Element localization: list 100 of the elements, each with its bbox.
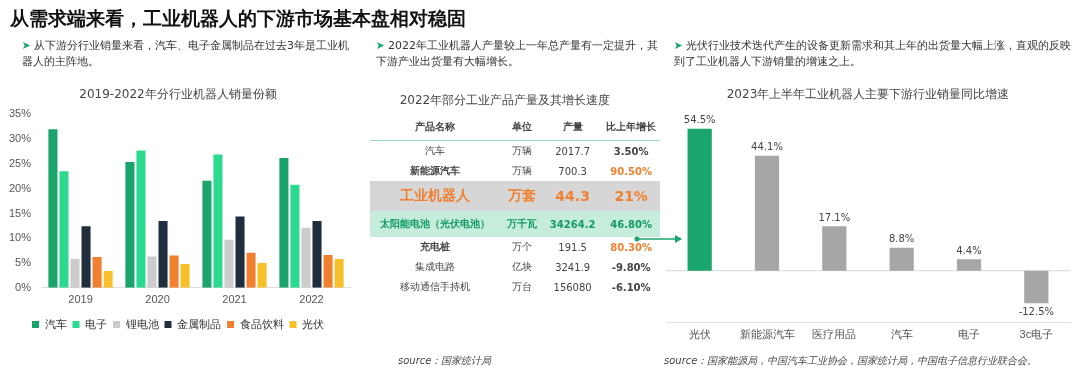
bar [213,154,223,288]
y-tick-label: 20% [8,181,32,194]
text: 万个 [510,240,533,254]
text: 44.3 [554,187,591,206]
data-label: -12.5% [1018,305,1055,317]
text: 万套 [506,186,537,205]
text: 万辆 [510,164,533,178]
text: -6.10% [610,280,652,295]
bar [257,263,267,288]
text: 156080 [552,280,593,295]
legend-label: 电子 [85,317,107,330]
legend-label: 锂电池 [124,317,159,330]
bar [235,216,245,288]
source-note: source：国家能源局，中国汽车工业协会，国家统计局，中国电子信息行业联合会。 [664,354,1038,368]
text: 万台 [510,280,533,294]
x-tick-label: 光伏 [688,328,711,341]
bar [147,256,157,288]
text: 比上年增长 [602,114,660,141]
data-label: 44.1% [751,141,783,153]
bar [202,180,212,288]
bar [136,150,146,288]
bar [754,155,780,271]
text: 2017.7 [554,144,592,159]
x-tick-label: 2019 [68,293,93,306]
x-tick-label: 新能源汽车 [739,328,795,341]
bar [180,264,190,288]
bar [158,220,168,288]
bar [956,259,982,271]
text: -9.80% [610,260,652,275]
text: 90.50% [609,164,653,179]
legend-label: 金属制品 [177,317,221,330]
bar [334,259,344,288]
y-tick-label: 30% [8,132,32,145]
data-label: 17.1% [818,211,851,223]
text: 从下游分行业销量来看，汽车、电子金属制品在过去3年是工业机器人的主阵地。 [22,38,350,70]
text: 亿块 [510,260,533,274]
text: 新能源汽车 [409,164,462,178]
legend-label: 食品饮料 [239,317,284,330]
text: 产量 [542,114,603,141]
bar [125,161,135,288]
bar [103,270,113,288]
bar [323,255,333,288]
bar [169,255,179,288]
bar [48,129,58,288]
text: 80.30% [609,240,653,255]
bar [81,226,91,288]
bar [889,247,914,271]
legend-label: 汽车 [44,317,67,330]
text: 34264.2 [548,217,597,232]
bar [59,171,69,288]
text: 2022年部分工业产品产量及其增长速度 [398,92,612,109]
text: 移动通信手持机 [399,280,472,294]
x-tick-label: 医疗用品 [812,328,857,341]
bar [279,158,289,288]
bar [224,239,234,288]
text: 万辆 [510,144,533,158]
x-tick-label: 2021 [222,293,247,306]
source-note: source：国家统计局 [398,354,492,368]
x-tick-label: 3c电子 [1019,328,1054,341]
bar [1024,270,1049,304]
text: 光伏行业技术迭代产生的设备更新需求和其上年的出货量大幅上涨，直观的反映到了工业机器人下游销量的增速之上。 [674,38,1072,70]
bar [687,128,712,271]
y-tick-label: 0% [15,280,32,293]
x-tick-label: 汽车 [890,328,913,341]
y-tick-label: 5% [15,256,32,269]
text: 2022年工业机器人产量较上一年总产量有一定提升，其下游产业出货量有大幅增长。 [376,38,659,70]
y-tick-label: 35% [8,107,32,120]
bar [92,257,102,288]
text: 太阳能电池（光伏电池） [379,217,492,231]
x-tick-label: 2022 [299,293,324,306]
chart-title: 2023年上半年工业机器人主要下游行业销量同比增速 [726,87,1010,102]
legend-label: 光伏 [302,317,324,330]
text: 从需求端来看，工业机器人的下游市场基本盘相对稳固 [10,6,466,31]
bar [246,252,256,288]
x-tick-label: 2020 [145,293,170,306]
data-label: 54.5% [683,114,716,126]
text: 3241.9 [554,260,592,275]
x-tick-label: 电子 [958,328,980,341]
bar [70,259,80,288]
bar [822,226,847,271]
text: 充电桩 [419,240,452,254]
data-label: 4.4% [956,244,982,256]
text: 21% [613,187,649,206]
text: 集成电路 [414,260,457,274]
chart-title: 2019-2022年分行业机器人销量份额 [79,87,277,102]
y-tick-label: 10% [8,231,32,244]
text: 单位 [500,114,543,141]
text: 万千瓦 [505,217,538,231]
text: 700.3 [557,164,588,179]
text: 产品名称 [370,114,501,141]
data-label: 8.8% [888,233,915,245]
text: 191.5 [557,240,588,255]
bar [301,227,311,288]
text: 工业机器人 [399,186,472,205]
y-tick-label: 25% [8,156,32,169]
bar [312,220,322,288]
bar [290,184,300,288]
text: 汽车 [424,144,447,158]
text: 46.80% [609,217,653,232]
y-tick-label: 15% [8,206,32,219]
